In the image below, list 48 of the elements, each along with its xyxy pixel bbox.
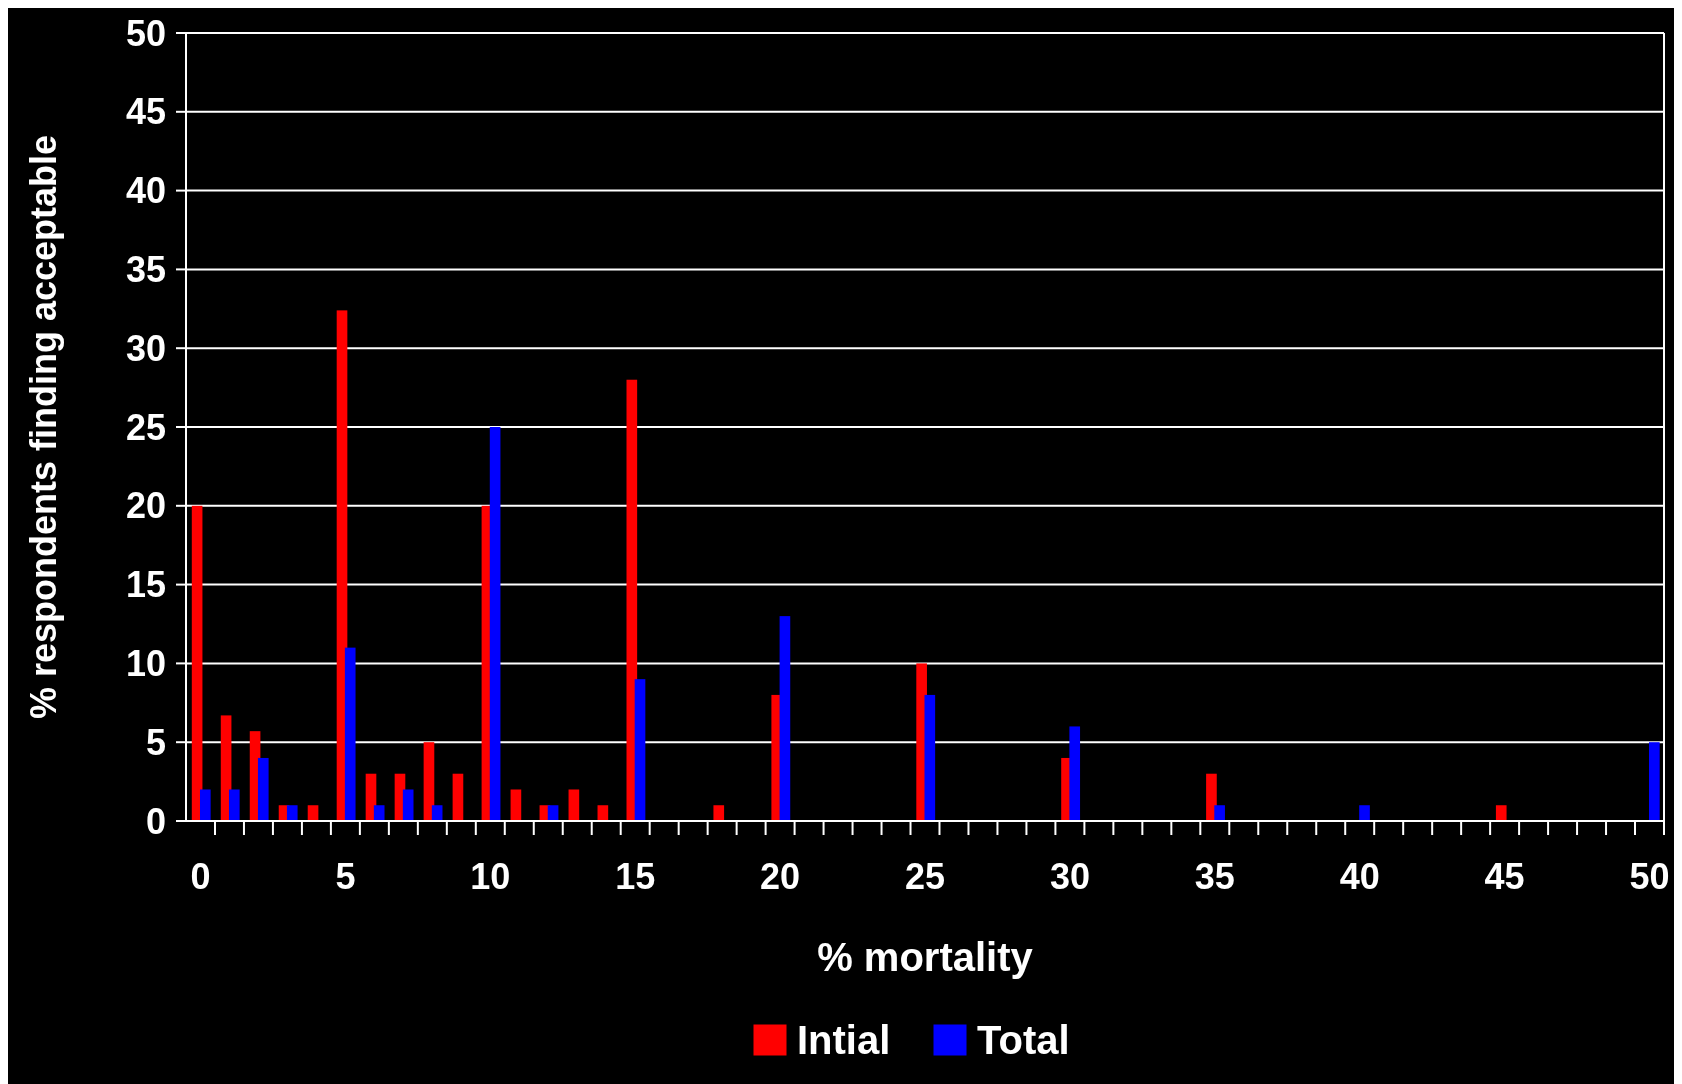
bar xyxy=(1649,742,1660,821)
y-tick-label: 20 xyxy=(125,485,166,527)
legend-label: Intial xyxy=(797,1018,891,1062)
bar xyxy=(713,805,725,821)
y-tick-label: 45 xyxy=(125,91,166,133)
bar xyxy=(489,427,501,821)
x-tick-label: 5 xyxy=(335,856,356,897)
bar xyxy=(344,647,356,821)
bar xyxy=(199,789,211,821)
x-tick-label: 0 xyxy=(190,856,211,897)
x-axis-title: % mortality xyxy=(817,935,1034,979)
bar xyxy=(402,789,414,821)
bar xyxy=(1069,726,1081,821)
x-tick-label: 40 xyxy=(1339,856,1380,897)
bar xyxy=(924,694,936,821)
x-tick-label: 20 xyxy=(760,856,801,897)
x-tick-label: 15 xyxy=(615,856,656,897)
y-tick-label: 15 xyxy=(125,564,166,606)
bar xyxy=(1495,805,1507,821)
y-tick-label: 25 xyxy=(125,406,166,448)
legend-label: Total xyxy=(977,1018,1070,1062)
x-tick-label: 30 xyxy=(1049,856,1090,897)
bar xyxy=(1359,805,1370,821)
bar xyxy=(286,805,298,821)
bar xyxy=(568,789,580,821)
x-tick-label: 35 xyxy=(1194,856,1235,897)
bar xyxy=(373,805,385,821)
y-tick-label: 5 xyxy=(145,721,166,763)
y-axis-title: % respondents finding acceptable xyxy=(23,134,64,720)
y-tick-label: 40 xyxy=(125,170,166,212)
y-tick-label: 30 xyxy=(125,327,166,369)
x-tick-label: 25 xyxy=(904,856,946,897)
bar xyxy=(510,789,522,821)
bar xyxy=(191,505,203,821)
y-tick-label: 35 xyxy=(125,249,166,290)
x-tick-label: 10 xyxy=(470,856,511,897)
bar xyxy=(1206,773,1217,821)
bar xyxy=(257,757,269,821)
y-tick-label: 50 xyxy=(125,12,166,54)
bar xyxy=(228,789,240,821)
bar xyxy=(634,679,646,821)
x-tick-label: 45 xyxy=(1484,856,1525,897)
bar xyxy=(779,616,791,821)
bar xyxy=(452,773,464,821)
x-tick-label: 50 xyxy=(1629,856,1670,897)
y-tick-label: 10 xyxy=(125,643,166,684)
bar xyxy=(1214,805,1225,821)
y-tick-label: 0 xyxy=(145,800,166,842)
